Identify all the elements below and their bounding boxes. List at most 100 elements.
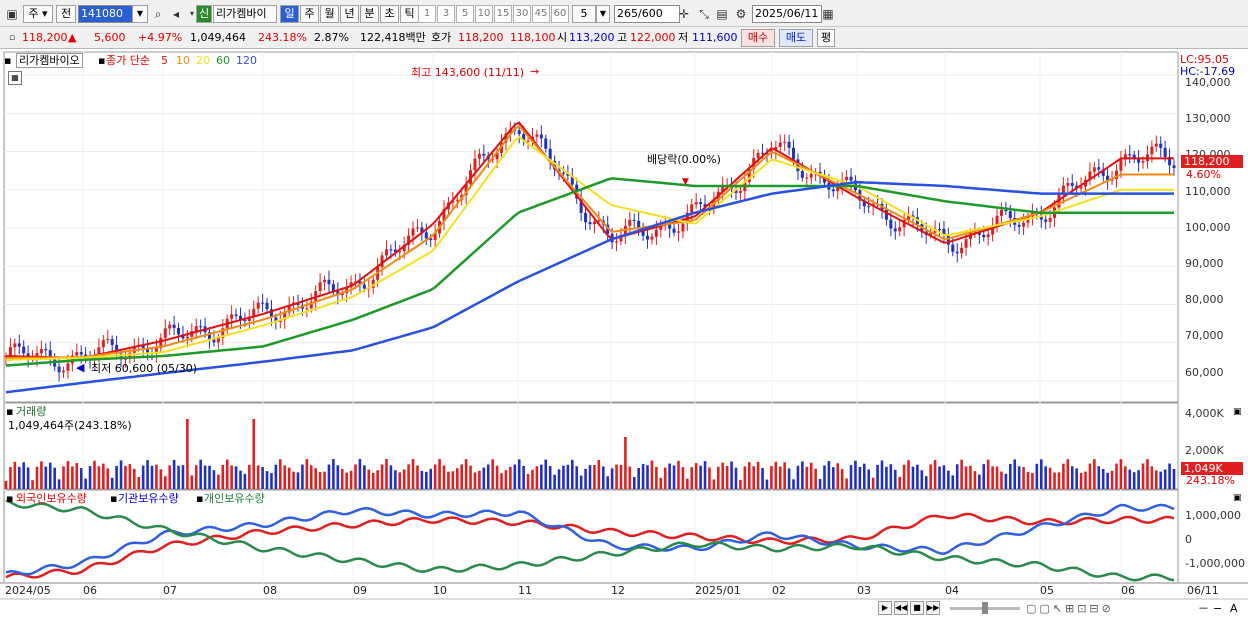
eval-button[interactable]: 평 (817, 29, 835, 47)
stock-label[interactable]: 리가켐바이오 (16, 53, 83, 68)
holdings-panel-close-icon[interactable]: ▣ (1233, 493, 1242, 503)
panel-menu-icon[interactable]: ▪ (4, 54, 12, 67)
volume-bar-216 (960, 459, 963, 489)
volume-bar-193 (858, 466, 862, 489)
scroll-right-icon[interactable]: ▶ (878, 601, 892, 615)
window-icon[interactable]: ▣ (6, 7, 18, 21)
volume-bar-36 (163, 476, 167, 489)
volume-bar-114 (509, 466, 512, 489)
drawing-tools-icon[interactable]: ▢▢↖⊞⊡⊟⊘ (1026, 602, 1114, 615)
speaker-icon[interactable]: ◂ (172, 7, 180, 21)
zoom-slider-handle[interactable] (982, 602, 988, 614)
x-label-13: 06 (1121, 584, 1135, 597)
candle-body-86 (384, 249, 388, 256)
minute-btn-5[interactable]: 5 (456, 5, 474, 23)
candle-body-12 (57, 366, 61, 373)
volume-bar-197 (876, 464, 879, 489)
candle-body-239 (1061, 185, 1065, 195)
volume-bar-80 (358, 459, 362, 489)
volume-bar-186 (827, 461, 831, 489)
volume-bar-87 (389, 465, 393, 489)
new-button[interactable]: 신 (196, 5, 212, 23)
ma-label: 종가 단순 (106, 54, 150, 67)
font-size-icon[interactable]: A (1230, 602, 1238, 615)
volume-bar-49 (221, 465, 225, 489)
volume-bar-9 (44, 466, 48, 489)
candle-body-75 (336, 291, 340, 296)
volume-bar-29 (133, 468, 136, 489)
volume-bar-150 (668, 463, 671, 489)
hoga-label: 호가 (431, 31, 452, 44)
volume-bar-69 (309, 465, 313, 489)
volume-bar-194 (863, 463, 866, 489)
minus-icon[interactable]: − (1213, 602, 1223, 615)
candle-body-3 (17, 343, 21, 347)
volume-panel-close-icon[interactable]: ▣ (1233, 407, 1242, 417)
minute-btn-45[interactable]: 45 (532, 5, 550, 23)
volume-bar-191 (849, 465, 853, 489)
foreign-line (5, 512, 1175, 579)
volume-bar-228 (1013, 459, 1017, 489)
volume-bar-56 (252, 419, 256, 489)
table-icon[interactable]: ▦ (8, 71, 22, 85)
minute-btn-10[interactable]: 10 (475, 5, 493, 23)
candle-body-152 (676, 231, 680, 233)
search-icon[interactable]: ⌕ (154, 7, 162, 21)
volume-bar-13 (62, 466, 65, 489)
minute-btn-30[interactable]: 30 (513, 5, 531, 23)
zoom-out-icon[interactable]: － (1198, 602, 1209, 615)
minute-btn-15[interactable]: 15 (494, 5, 512, 23)
x-label-3: 08 (263, 584, 277, 597)
volume-bar-48 (217, 474, 220, 489)
volume-bar-208 (924, 476, 928, 489)
candle-body-24 (110, 339, 114, 345)
rewind-icon[interactable]: ◀◀ (894, 601, 908, 615)
code-dropdown-icon[interactable]: ▼ (132, 5, 148, 23)
settings-icon[interactable]: ⚙ (735, 7, 747, 21)
stock-chart[interactable] (0, 49, 1248, 621)
count-dropdown-icon[interactable]: ▼ (596, 5, 610, 23)
save-icon[interactable]: ▤ (716, 7, 728, 21)
tools-icon[interactable]: ⤡ (699, 7, 709, 21)
fast-forward-icon[interactable]: ▶▶ (926, 601, 940, 615)
code-input[interactable]: 141080 (78, 5, 148, 23)
candle-body-110 (491, 159, 495, 161)
candle-body-195 (867, 206, 871, 208)
period-tab-2[interactable]: 월 (320, 5, 339, 23)
date-input[interactable]: 2025/06/11 (752, 5, 822, 23)
buy-button[interactable]: 매수 (741, 29, 775, 47)
candle-body-26 (119, 353, 123, 360)
calendar-icon[interactable]: ▦ (822, 7, 834, 21)
volume-bar-97 (433, 464, 437, 489)
volume-bar-161 (717, 466, 720, 489)
volume-bar-32 (146, 460, 149, 489)
candle-body-124 (553, 160, 557, 170)
market-select[interactable]: 주 ▾ (23, 5, 53, 23)
period-tab-3[interactable]: 년 (340, 5, 359, 23)
sell-button[interactable]: 매도 (779, 29, 813, 47)
volume-tick-2000k: 2,000K (1185, 444, 1224, 457)
minute-btn-3[interactable]: 3 (437, 5, 455, 23)
view-count[interactable]: 265/600 (614, 5, 680, 23)
period-tab-6[interactable]: 틱 (400, 5, 419, 23)
candle-body-126 (561, 172, 565, 174)
high-label: 고 (617, 31, 628, 44)
period-tab-4[interactable]: 분 (360, 5, 379, 23)
prev-button[interactable]: 전 (56, 5, 76, 23)
minute-btn-1[interactable]: 1 (418, 5, 436, 23)
crosshair-icon[interactable]: ✛ (678, 7, 690, 21)
period-tab-1[interactable]: 주 (300, 5, 319, 23)
minute-btn-60[interactable]: 60 (551, 5, 569, 23)
candle-body-93 (415, 227, 419, 229)
period-tab-0[interactable]: 일 (280, 5, 299, 23)
stock-name[interactable]: 리가켐바이 (213, 5, 277, 23)
volume-bar-67 (301, 464, 304, 489)
count-select[interactable]: 5 (572, 5, 596, 23)
volume-bar-1 (9, 467, 12, 489)
period-tab-5[interactable]: 초 (380, 5, 399, 23)
volume-bar-237 (1053, 472, 1056, 489)
candle-body-108 (482, 153, 486, 156)
candle-body-51 (230, 314, 234, 319)
speaker-dropdown-icon[interactable]: ▾ (189, 9, 194, 18)
stop-icon[interactable]: ■ (910, 601, 924, 615)
